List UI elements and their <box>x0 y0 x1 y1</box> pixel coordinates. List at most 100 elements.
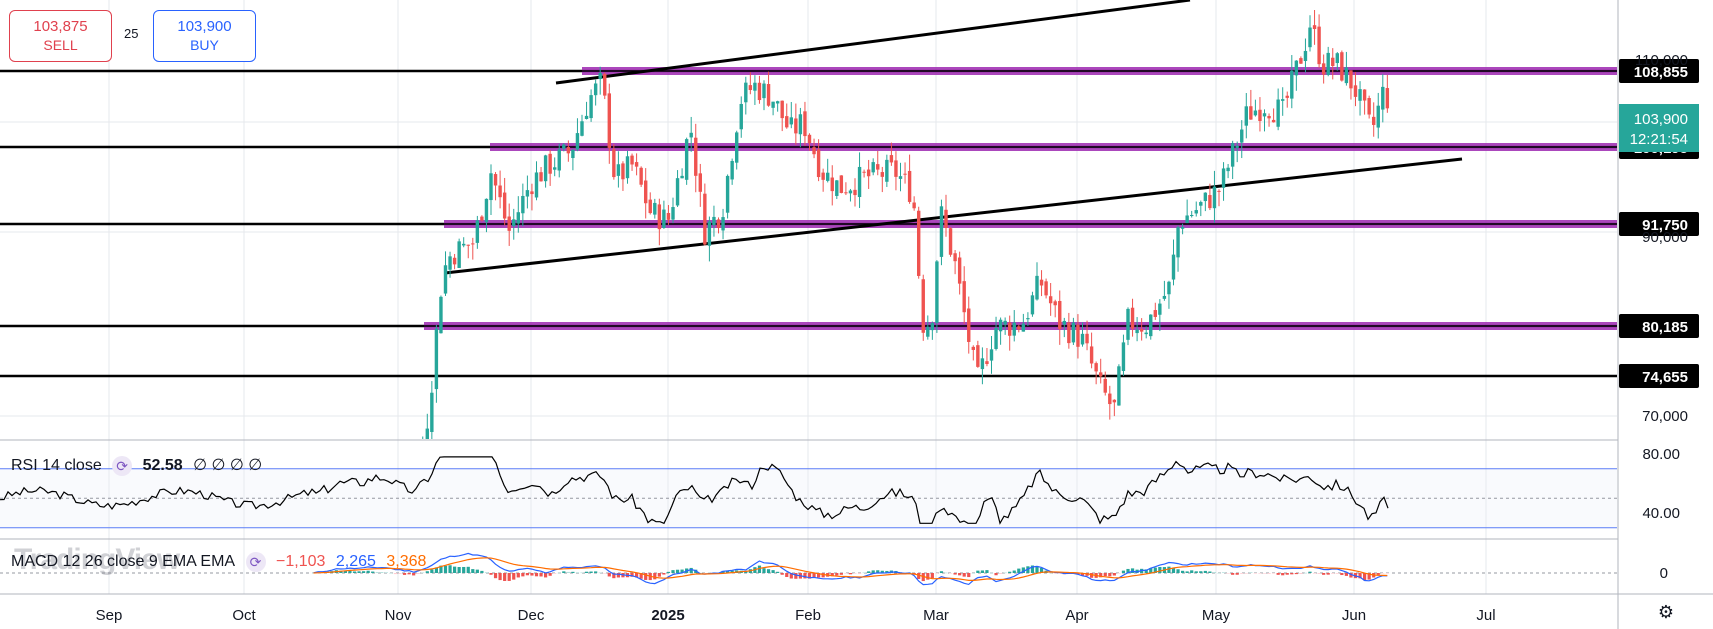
macd-histogram-bar <box>917 573 921 579</box>
candle-body <box>675 178 680 206</box>
candle-body <box>825 172 830 181</box>
candle-body <box>889 155 894 163</box>
macd-histogram-bar <box>703 573 707 574</box>
macd-line <box>313 552 1388 586</box>
macd-histogram-bar <box>1212 572 1217 573</box>
candle-body <box>921 279 925 333</box>
candle-body <box>1039 279 1044 286</box>
macd-histogram-bar <box>666 571 671 573</box>
rsi-legend[interactable]: RSI 14 close ⟳ 52.58 ∅ ∅ ∅ ∅ <box>11 455 268 476</box>
candle-body <box>512 219 516 227</box>
macd-histogram-bar <box>357 571 361 573</box>
macd-histogram-bar <box>612 573 616 579</box>
macd-histogram-bar <box>1285 573 1289 575</box>
macd-histogram-bar <box>1294 573 1298 575</box>
candle-body <box>1344 67 1349 84</box>
candle-body <box>1071 322 1076 343</box>
candle-body <box>1058 300 1062 329</box>
candle-body <box>753 82 757 91</box>
macd-histogram-bar <box>1331 573 1335 574</box>
signal-value: 2,265 <box>335 553 376 571</box>
macd-histogram-bar <box>930 573 934 579</box>
candle-body <box>1139 329 1144 332</box>
macd-histogram-bar <box>885 570 889 573</box>
macd-histogram-bar <box>1130 568 1135 573</box>
candle-body <box>1108 393 1112 405</box>
candle-body <box>1235 145 1239 148</box>
macd-histogram-bar <box>1231 573 1235 575</box>
macd-histogram-bar <box>361 571 366 573</box>
time-axis-tick: Jun <box>1342 607 1366 624</box>
candle-body <box>557 149 561 171</box>
macd-histogram-bar <box>1039 567 1044 573</box>
candle-body <box>1085 333 1089 344</box>
macd-histogram-bar <box>389 572 393 574</box>
source-code-icon[interactable]: ⟳ <box>245 552 266 572</box>
macd-histogram-bar <box>1253 573 1257 574</box>
candle-body <box>853 189 857 196</box>
macd-histogram-bar <box>1258 573 1262 574</box>
candle-body <box>1003 320 1007 325</box>
macd-histogram-bar <box>1358 573 1362 579</box>
candle-body <box>780 100 784 119</box>
macd-histogram-bar <box>812 573 816 578</box>
macd-histogram-bar <box>1089 573 1094 578</box>
macd-histogram-bar <box>830 573 834 577</box>
macd-legend[interactable]: MACD 12 26 close 9 EMA EMA ⟳ −1,103 2,26… <box>11 552 432 572</box>
macd-histogram-bar <box>1049 572 1053 574</box>
macd-histogram-bar <box>580 572 584 574</box>
candle-body <box>1290 70 1294 99</box>
source-code-icon[interactable]: ⟳ <box>112 455 133 476</box>
rsi-line <box>0 456 1389 525</box>
candle-body <box>821 172 825 180</box>
macd-histogram-bar <box>780 573 784 575</box>
candle-body <box>1244 106 1248 126</box>
macd-histogram-bar <box>671 570 675 573</box>
candle-body <box>885 159 889 182</box>
hist-value: 3,368 <box>386 553 427 571</box>
macd-histogram-bar <box>489 573 493 575</box>
macd-histogram-bar <box>607 573 611 577</box>
macd-histogram-bar <box>1194 571 1198 573</box>
candle-body <box>971 346 975 350</box>
macd-histogram-bar <box>1344 573 1348 576</box>
candle-body <box>803 111 807 137</box>
macd-histogram-bar <box>989 572 994 574</box>
macd-histogram-bar <box>1312 573 1317 574</box>
candle-body <box>1153 310 1157 317</box>
macd-histogram-bar <box>1362 573 1367 581</box>
macd-histogram-bar <box>976 570 980 573</box>
trendlines <box>444 0 1463 275</box>
macd-histogram-bar <box>958 573 962 576</box>
candle-body <box>1230 143 1235 167</box>
candle-body <box>1185 215 1189 224</box>
macd-histogram-bar <box>707 572 711 574</box>
candle-body <box>603 73 607 96</box>
macd-histogram-bar <box>425 571 429 573</box>
settings-icon[interactable]: ⚙ <box>1657 602 1675 622</box>
macd-histogram-bar <box>730 570 734 573</box>
macd-histogram-bar <box>839 573 843 575</box>
sell-price: 103,875 <box>33 18 88 35</box>
candle-body <box>935 261 939 323</box>
candle-body <box>1381 86 1385 110</box>
macd-value: −1,103 <box>276 553 326 571</box>
macd-histogram-bar <box>871 570 875 573</box>
macd-histogram-bar <box>794 573 798 579</box>
sell-button[interactable]: 103,875 SELL <box>9 10 112 62</box>
candle-body <box>1217 190 1221 192</box>
macd-histogram-bar <box>1167 566 1171 573</box>
candle-body <box>744 82 748 103</box>
candle-body <box>630 155 634 165</box>
candle-body <box>1017 326 1021 330</box>
buy-button[interactable]: 103,900 BUY <box>153 10 256 62</box>
candle-body <box>1226 167 1230 172</box>
macd-histogram-bar <box>630 573 634 577</box>
macd-histogram-bar <box>1030 565 1035 573</box>
macd-histogram-bar <box>985 570 989 573</box>
macd-histogram-bar <box>475 569 479 573</box>
macd-histogram-bar <box>507 573 511 581</box>
time-axis-tick: Sep <box>96 607 123 624</box>
macd-histogram-bar <box>571 571 575 573</box>
